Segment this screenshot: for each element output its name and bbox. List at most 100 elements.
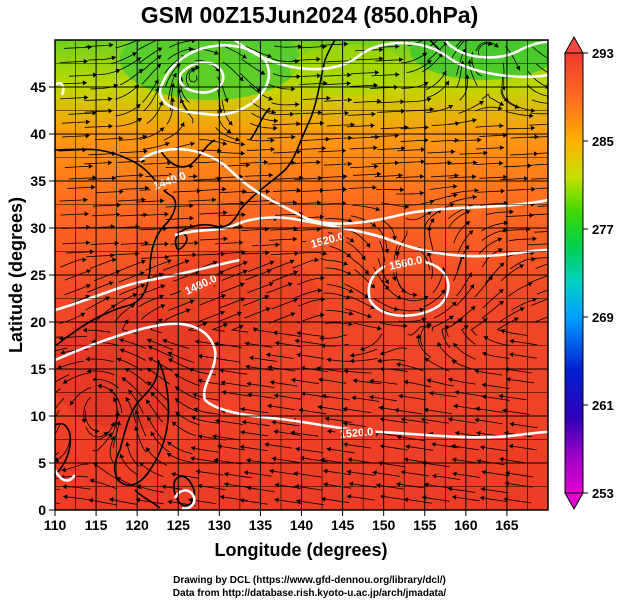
streamline-arrow [84,211,89,217]
streamline-arrow [448,377,453,383]
streamline-arrow [249,355,254,361]
streamline [372,471,401,477]
streamline-arrow [180,122,185,127]
streamline [426,40,439,49]
streamline [505,214,534,217]
streamline-arrow [515,65,521,71]
streamline [505,46,521,71]
streamline [320,112,349,115]
streamline-arrow [58,335,64,341]
streamline [509,423,538,429]
streamline [240,431,269,437]
streamline-arrow [348,311,354,316]
streamline-arrow [145,185,150,191]
streamline [61,121,90,124]
streamline-arrow [453,403,458,409]
streamline-arrow [528,282,533,287]
streamline-arrow [455,121,460,127]
streamline [220,381,249,387]
streamline [68,112,97,115]
streamline-arrow [57,364,62,370]
streamline-arrow [191,68,196,73]
streamline-arrow [289,259,295,265]
streamline [325,310,354,315]
streamline-arrow [453,184,458,189]
streamline-arrow [291,377,296,383]
streamline-arrow [160,198,165,204]
streamline [448,176,477,179]
streamline [92,378,119,389]
streamline-arrow [343,442,348,447]
streamline-arrow [125,441,131,447]
streamline [346,471,375,476]
streamline [405,211,432,221]
streamline [425,70,447,90]
streamline-arrow [529,113,534,119]
streamline-arrow [499,457,504,462]
streamline-arrow [346,494,352,499]
streamline [247,261,275,272]
streamline [458,100,484,114]
streamline [190,447,219,453]
streamline-arrow [167,259,172,264]
streamline [348,255,370,275]
streamline [296,216,325,219]
colorbar: 253 261 269 277 285 293 [564,35,614,511]
streamline-arrow [401,145,406,151]
streamline [323,483,352,489]
streamline [348,229,371,248]
streamline [269,381,298,387]
streamline [172,270,200,282]
streamline [345,240,366,261]
streamline-arrow [432,473,437,479]
streamline [84,162,113,165]
streamline-arrow [384,279,389,284]
streamline [217,214,246,217]
streamline-arrow [291,134,296,140]
streamline [375,484,404,490]
streamline [430,175,459,178]
streamline-arrow [321,343,326,349]
streamline [379,418,408,424]
streamline-arrow [372,185,377,191]
streamline [88,153,117,156]
streamline-arrow [469,284,475,289]
streamline-arrow [290,312,296,317]
streamline-arrow [125,397,131,402]
streamline-arrow [424,357,430,363]
streamline-arrow [431,442,436,447]
streamline-arrow [198,353,203,359]
streamline [168,254,197,257]
streamline [349,147,378,150]
streamline [380,445,408,451]
streamline [217,445,246,451]
streamline-arrow [273,393,279,399]
streamline-arrow [55,457,60,462]
streamline-arrow [556,74,561,79]
streamline-arrow [347,218,353,223]
streamline [479,497,508,503]
streamline-arrow [39,402,44,407]
streamline [461,325,476,345]
streamline [459,152,488,155]
streamline-arrow [426,324,432,330]
streamline-arrow [527,163,532,169]
streamline [400,126,429,130]
streamline-arrow [370,123,375,129]
y-tick-label: 40 [30,126,46,142]
streamline-arrow [171,472,176,477]
streamline [92,69,121,76]
streamline-arrow [371,111,376,117]
streamline-arrow [240,150,245,156]
streamline [531,163,548,166]
streamline-arrow [260,70,266,75]
streamline-arrow [424,407,429,413]
streamline-arrow [533,151,539,157]
streamline [140,213,169,216]
streamline [61,463,89,472]
streamline [297,147,326,150]
streamline-arrow [506,377,511,382]
streamline [141,256,170,259]
streamline [481,93,505,106]
streamline-arrow [219,270,224,276]
